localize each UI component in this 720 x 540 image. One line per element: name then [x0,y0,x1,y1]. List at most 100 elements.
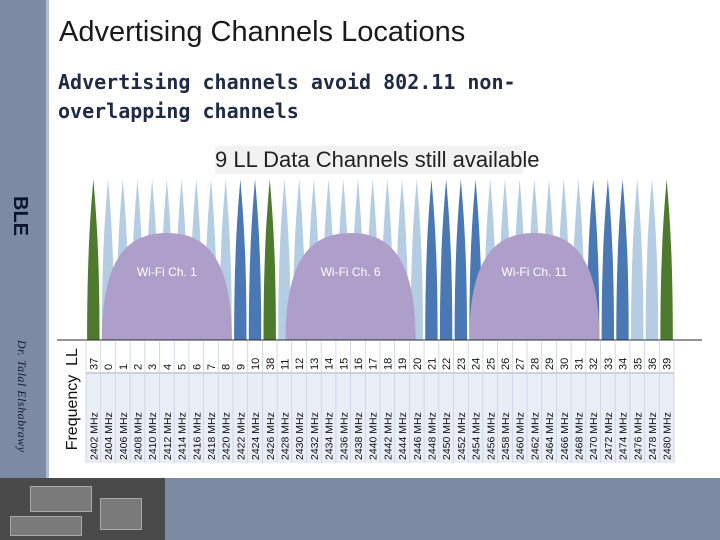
ll-channel-number: 38 [265,358,277,370]
ble-side-label: BLE [9,196,31,236]
ll-channel-number: 31 [573,358,585,370]
available-data-channel-spike [248,179,262,340]
ll-channel-number: 32 [588,358,600,370]
data-channel-spike [631,179,644,340]
ll-channel-number: 18 [382,358,394,370]
channel-frequency: 2430 MHz [294,412,306,460]
ll-channel-number: 7 [206,364,218,370]
channel-frequency: 2436 MHz [338,412,350,460]
ll-channel-number: 34 [618,358,630,370]
ll-channel-number: 25 [485,358,497,370]
advertising-channel-spike [87,179,100,340]
ll-channel-number: 29 [544,358,556,370]
channel-frequency: 2422 MHz [235,412,247,460]
ll-channel-number: 17 [368,358,380,370]
channel-frequency: 2452 MHz [456,412,468,460]
advertising-channel-spike [660,179,673,340]
data-channel-spike [410,179,423,340]
available-data-channel-spike [601,179,615,340]
channel-frequency: 2424 MHz [250,412,262,460]
channel-frequency: 2458 MHz [500,412,512,460]
ll-channel-number: 21 [426,358,438,370]
available-data-channel-spike [234,179,247,340]
channel-frequency: 2418 MHz [206,412,218,460]
channel-frequency: 2416 MHz [191,412,203,460]
channel-frequency: 2402 MHz [88,412,100,460]
channel-frequency: 2414 MHz [177,412,189,460]
ll-channel-number: 12 [294,358,306,370]
channel-frequency: 2480 MHz [662,412,674,460]
author-label: Dr. Talal Elshabrawy [15,340,29,453]
ll-channel-number: 22 [441,358,453,370]
channel-frequency: 2454 MHz [471,412,483,460]
channel-frequency: 2448 MHz [426,412,438,460]
ll-channel-number: 14 [324,358,336,370]
ll-channel-number: 23 [456,358,468,370]
channel-frequency: 2420 MHz [221,412,233,460]
available-data-channel-spike [425,179,438,340]
channel-frequency: 2476 MHz [632,412,644,460]
ll-channel-number: 2 [132,364,144,370]
channel-frequency: 2472 MHz [603,412,615,460]
ll-channel-number: 4 [162,364,174,370]
ll-channel-number: 24 [471,358,483,370]
channel-frequency: 2450 MHz [441,412,453,460]
ll-channel-number: 36 [647,358,659,370]
ll-channel-number: 27 [515,358,527,370]
data-channel-spike [645,179,659,340]
left-sidebar [0,0,46,478]
ll-channel-number: 0 [103,364,115,370]
channel-frequency: 2404 MHz [103,412,115,460]
ll-channel-number: 6 [191,364,203,370]
channel-frequency: 2446 MHz [412,412,424,460]
ll-channel-number: 16 [353,358,365,370]
slide-subtitle: Advertising channels avoid 802.11 non-ov… [58,70,516,123]
channel-frequency: 2440 MHz [368,412,380,460]
sidebar-edge [46,0,49,478]
channel-frequency: 2470 MHz [588,412,600,460]
wifi-channel-label: Wi-Fi Ch. 1 [137,265,197,279]
available-data-channel-spike [616,179,629,340]
channel-frequency: 2468 MHz [573,412,585,460]
ll-channel-number: 1 [118,364,130,370]
ll-channel-number: 28 [529,358,541,370]
ble-channel-diagram: Wi-Fi Ch. 1 Wi-Fi Ch. 6 Wi-Fi Ch. 11 LL Freq… [57,179,702,463]
ll-channel-number: 3 [147,364,159,370]
data-channel-spike [278,179,291,340]
channel-frequency: 2412 MHz [162,412,174,460]
ll-channel-number: 19 [397,358,409,370]
channel-frequency: 2478 MHz [647,412,659,460]
ll-channel-number: 13 [309,358,321,370]
channel-frequency: 2474 MHz [618,412,630,460]
channel-frequency: 2432 MHz [309,412,321,460]
slide-title: Advertising Channels Locations [59,16,466,48]
wifi-channel-label: Wi-Fi Ch. 6 [321,265,381,279]
available-data-channel-spike [454,179,468,340]
channel-frequency: 2444 MHz [397,412,409,460]
figure-caption: 9 LL Data Channels still available [215,146,540,174]
ll-channel-number: 30 [559,358,571,370]
ll-channel-number: 37 [88,358,100,370]
ll-channel-number: 5 [177,364,189,370]
ll-channel-number: 20 [412,358,424,370]
ll-channel-number: 9 [235,364,247,370]
channel-frequency: 2426 MHz [265,412,277,460]
ll-channel-number: 33 [603,358,615,370]
wifi-channel-lobe [285,233,416,340]
channel-frequency: 2408 MHz [132,412,144,460]
channel-frequency: 2434 MHz [324,412,336,460]
ll-channel-number: 10 [250,358,262,370]
wifi-channel-label: Wi-Fi Ch. 11 [501,265,567,279]
channel-frequency: 2410 MHz [147,412,159,460]
channel-frequency: 2442 MHz [382,412,394,460]
channel-frequency: 2456 MHz [485,412,497,460]
ll-channel-number: 8 [221,364,233,370]
available-data-channel-spike [439,179,453,340]
ll-channel-number: 35 [632,358,644,370]
channel-frequency: 2462 MHz [529,412,541,460]
ll-channel-number: 15 [338,358,350,370]
channel-frequency: 2466 MHz [559,412,571,460]
channel-frequency: 2428 MHz [279,412,291,460]
ll-channel-number: 26 [500,358,512,370]
channel-frequency: 2460 MHz [515,412,527,460]
